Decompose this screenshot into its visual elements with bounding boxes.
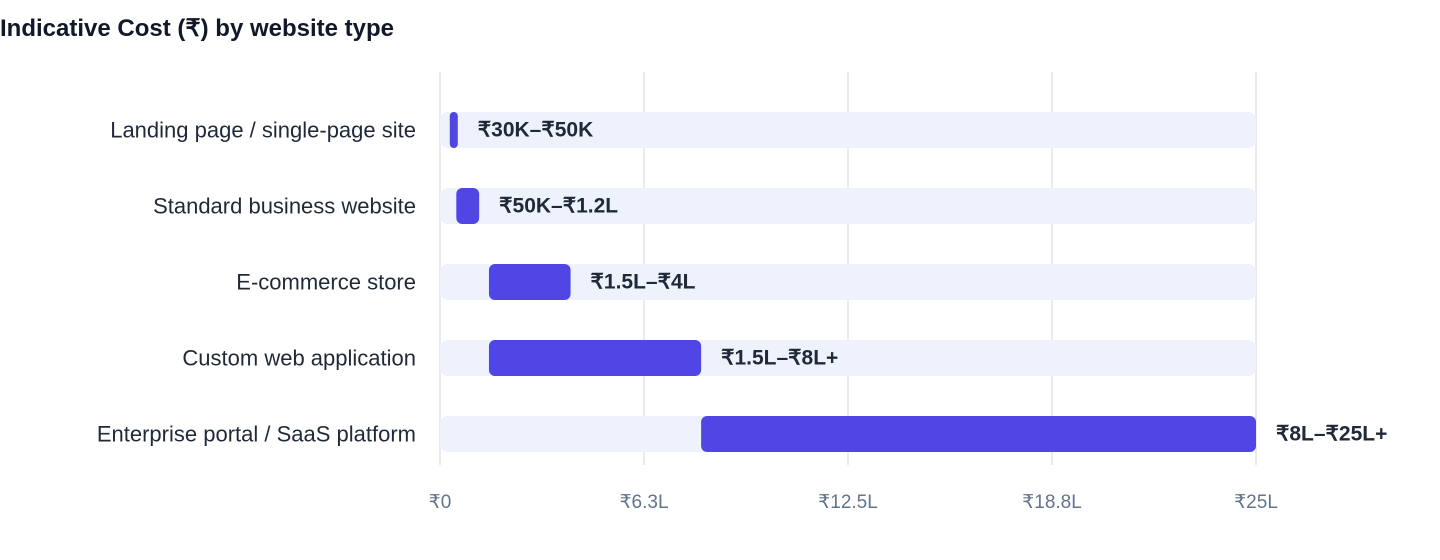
bar-value-label: ₹1.5L–₹8L+ bbox=[721, 347, 838, 370]
category-label: Landing page / single-page site bbox=[110, 118, 416, 143]
range-bar bbox=[489, 264, 571, 300]
bar-value-label: ₹50K–₹1.2L bbox=[499, 195, 618, 218]
x-tick-label: ₹18.8L bbox=[1022, 492, 1082, 513]
range-bar bbox=[450, 112, 458, 148]
category-label: E-commerce store bbox=[236, 270, 416, 295]
range-bar bbox=[701, 416, 1256, 452]
x-tick-label: ₹6.3L bbox=[619, 492, 668, 513]
category-label: Enterprise portal / SaaS platform bbox=[97, 422, 416, 447]
x-tick-label: ₹0 bbox=[429, 492, 452, 513]
x-tick-label: ₹25L bbox=[1234, 492, 1278, 513]
bar-value-label: ₹30K–₹50K bbox=[478, 119, 593, 142]
range-bar bbox=[489, 340, 701, 376]
bar-value-label: ₹1.5L–₹4L bbox=[591, 271, 696, 294]
category-label: Custom web application bbox=[182, 346, 416, 371]
x-tick-label: ₹12.5L bbox=[818, 492, 878, 513]
range-bar bbox=[456, 188, 479, 224]
category-label: Standard business website bbox=[153, 194, 416, 219]
bar-value-label: ₹8L–₹25L+ bbox=[1276, 423, 1387, 446]
